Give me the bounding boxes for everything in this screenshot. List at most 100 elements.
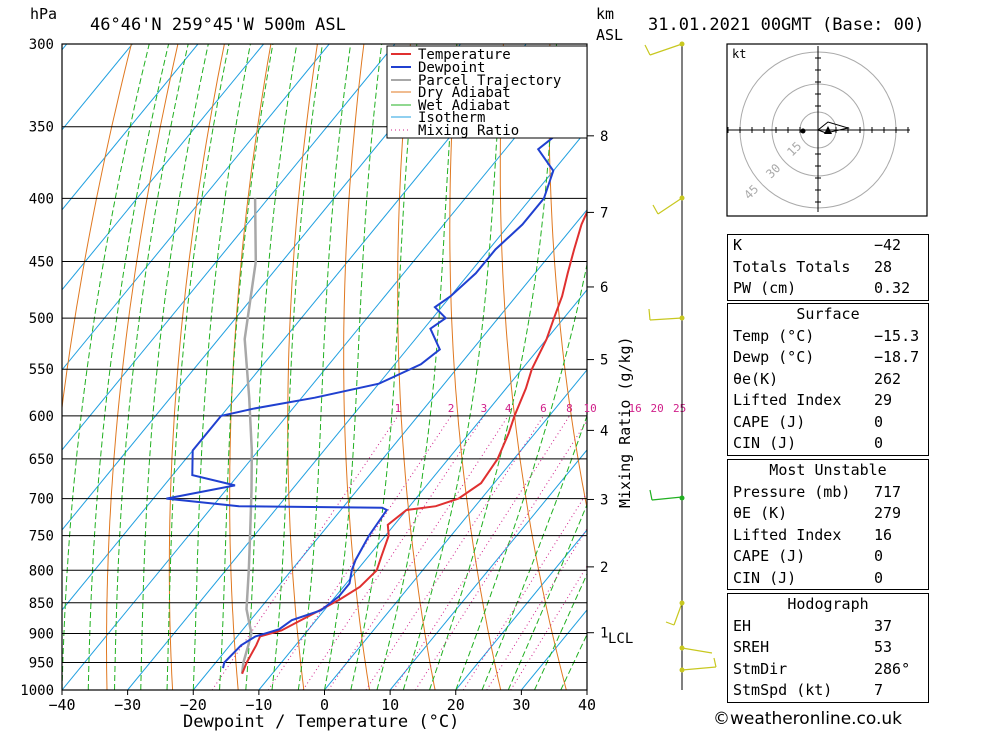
mixing-ratio-label: 16: [628, 402, 641, 415]
surface-row-cin: CIN (J) 0: [733, 434, 884, 452]
isotherm-line: [62, 44, 396, 451]
pressure-tick-label: 400: [29, 191, 54, 207]
isotherm-line: [258, 289, 587, 690]
dry-adiabat-line: [287, 44, 318, 690]
dry-adiabat-line: [922, 44, 1000, 690]
lcl-label: LCL: [608, 631, 633, 647]
mu-row-cape: CAPE (J) 0: [733, 547, 884, 565]
isotherm-line: [324, 369, 587, 690]
mixing-ratio-axis-title: Mixing Ratio (g/kg): [616, 336, 634, 508]
x-tick-label: −20: [180, 696, 207, 714]
hodo-row-eh: EH 37: [733, 616, 893, 635]
wind-barb-700: [649, 489, 683, 501]
dry-adiabat-line: [62, 44, 132, 412]
storm-motion-marker: [824, 126, 832, 134]
pressure-tick-label: 800: [29, 563, 54, 579]
mixing-ratio-label: 8: [566, 402, 573, 415]
wind-barb-500: [648, 308, 683, 321]
pressure-tick-label: 650: [29, 452, 54, 468]
pressure-tick-label: 950: [29, 655, 54, 671]
isotherm-line: [62, 44, 264, 291]
hodograph-unit: kt: [732, 47, 746, 61]
wet-adiabat-line: [271, 44, 323, 690]
hodograph: kt 15 30 45: [726, 43, 928, 217]
wind-barb-925: [681, 647, 713, 654]
isotherm-line: [62, 44, 461, 531]
mixing-ratio-label: 20: [651, 402, 664, 415]
km-tick-label: 4: [600, 423, 608, 439]
mu-row-cin: CIN (J) 0: [733, 568, 884, 587]
most-unstable-title: Most Unstable: [769, 461, 887, 479]
x-axis-title: Dewpoint / Temperature (°C): [183, 712, 459, 732]
mu-row-pressure: Pressure (mb) 717: [733, 482, 902, 501]
indices-panel: K −42 Totals Totals 28 PW (cm) 0.32: [727, 234, 929, 301]
legend-isotherm: Isotherm: [418, 110, 485, 126]
hodograph-stats-panel: Hodograph EH 37 SREH 53 StmDir 286° StmSpd …: [727, 593, 929, 703]
wet-adiabat-line: [114, 44, 189, 690]
parcel-trajectory-line: [240, 198, 258, 674]
dry-adiabat-line: [449, 44, 502, 690]
km-tick-label: 7: [600, 205, 608, 221]
pressure-tick-label: 500: [29, 311, 54, 327]
dry-adiabat-line: [106, 44, 179, 690]
dry-adiabat-line: [343, 44, 370, 690]
pressure-tick-label: 700: [29, 492, 54, 508]
wet-adiabat-line: [324, 44, 383, 690]
mixing-ratio-label: 4: [505, 402, 512, 415]
km-tick-label: 8: [600, 129, 608, 145]
pressure-tick-label: 550: [29, 362, 54, 378]
legend-dewpoint: Dewpoint: [418, 60, 485, 76]
legend: Temperature Dewpoint Parcel Trajectory D…: [386, 45, 588, 139]
axis-layer: 3003504004505005506006507007508008509009…: [20, 37, 686, 714]
dry-adiabat-line: [969, 44, 1000, 690]
pressure-tick-label: 600: [29, 409, 54, 425]
stat-row-k: K −42: [733, 236, 902, 254]
wet-adiabat-line: [140, 44, 209, 690]
x-tick-label: −10: [245, 696, 272, 714]
km-tick-label: 3: [600, 492, 608, 508]
copyright-footer: ©weatheronline.co.uk: [713, 709, 903, 729]
pressure-tick-label: 450: [29, 255, 54, 271]
mixing-ratio-line: [365, 415, 544, 690]
surface-panel: Surface Temp (°C) −15.3 Dewp (°C) −18.7 θe…: [727, 303, 929, 456]
mixing-ratio-label: 2: [448, 402, 455, 415]
legend-temperature: Temperature: [418, 47, 511, 63]
isobar-lines: [62, 43, 587, 691]
wet-adiabat-line: [166, 44, 230, 690]
stat-row-totals: Totals Totals 28: [733, 257, 893, 276]
surface-row-temp: Temp (°C) −15.3: [733, 326, 920, 345]
surface-title: Surface: [796, 305, 860, 323]
pressure-tick-label: 300: [29, 37, 54, 53]
x-tick-label: 20: [447, 696, 465, 714]
km-tick-label: 5: [600, 353, 608, 369]
hodograph-point: [800, 128, 806, 134]
wet-adiabat-line: [455, 262, 587, 690]
mixing-ratio-line: [462, 491, 587, 690]
wind-barb-column: [644, 41, 717, 690]
mu-row-li: Lifted Index 16: [733, 525, 893, 544]
wet-adiabat-line: [192, 44, 251, 690]
surface-row-cape: CAPE (J) 0: [733, 412, 884, 431]
location-title: 46°46'N 259°45'W 500m ASL: [90, 15, 346, 35]
asl-label: ASL: [596, 26, 623, 44]
mixing-ratio-label: 10: [583, 402, 596, 415]
isotherm-line: [192, 209, 587, 690]
wet-adiabat-line: [429, 44, 557, 690]
wet-adiabat-line: [219, 44, 274, 690]
x-tick-label: 0: [320, 696, 329, 714]
isotherm-line: [127, 128, 587, 690]
most-unstable-panel: Most Unstable Pressure (mb) 717 θE (K) 279…: [727, 459, 929, 590]
wet-adiabat-line: [87, 44, 170, 690]
pressure-tick-label: 750: [29, 529, 54, 545]
datetime-label: 31.01.2021 00GMT (Base: 00): [648, 15, 924, 35]
wet-adiabat-line: [297, 44, 352, 690]
legend-dry-adiabat: Dry Adiabat: [418, 85, 511, 101]
mixing-ratio-label: 1: [395, 402, 402, 415]
temperature-line: [241, 209, 587, 675]
isotherm-line: [62, 44, 527, 611]
dewpoint-line: [166, 58, 587, 669]
pressure-tick-label: 850: [29, 596, 54, 612]
dry-adiabat-line: [168, 44, 225, 690]
km-label: km: [596, 5, 614, 23]
